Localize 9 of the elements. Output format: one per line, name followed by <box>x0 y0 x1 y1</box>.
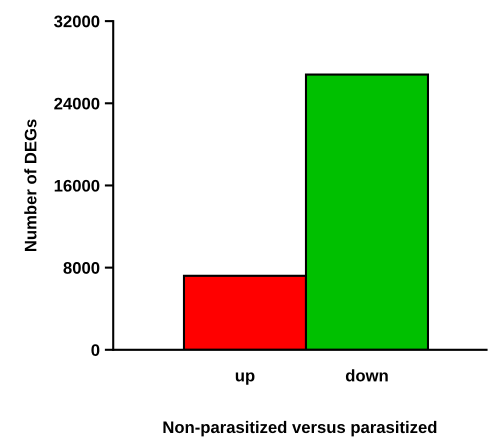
y-axis-title: Number of DEGs <box>24 119 36 252</box>
y-tick-label: 24000 <box>54 98 100 110</box>
y-tick-label: 16000 <box>54 180 100 192</box>
y-tick-label: 0 <box>91 344 100 356</box>
x-axis-title: Non-parasitized versus parasitized <box>163 420 436 436</box>
x-tick-label: up <box>236 372 254 385</box>
x-tick-label: down <box>346 369 388 382</box>
y-tick-label: 32000 <box>54 16 100 28</box>
y-tick-label: 8000 <box>63 262 100 274</box>
